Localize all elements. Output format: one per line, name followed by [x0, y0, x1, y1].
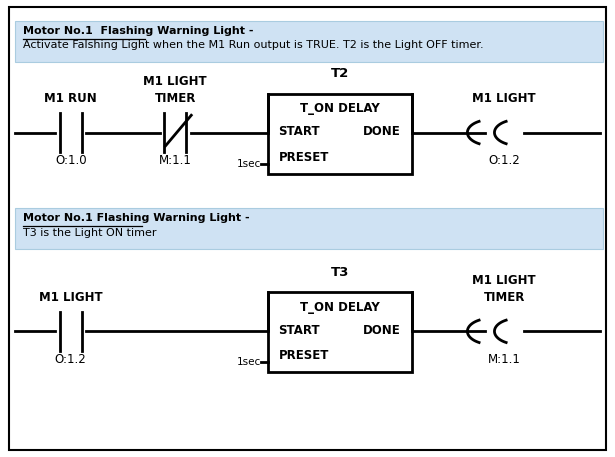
Text: T2: T2	[331, 67, 349, 80]
Text: M1 LIGHT: M1 LIGHT	[143, 75, 207, 88]
Text: T3 is the Light ON timer: T3 is the Light ON timer	[23, 228, 157, 238]
Bar	[15, 21, 603, 62]
Text: T3: T3	[331, 266, 349, 279]
Text: 1sec: 1sec	[237, 159, 261, 169]
Text: Motor No.1 Flashing Warning Light -: Motor No.1 Flashing Warning Light -	[23, 213, 250, 223]
Text: M:1.1: M:1.1	[159, 154, 192, 167]
Text: O:1.2: O:1.2	[55, 353, 87, 366]
Text: Activate Falshing Light when the M1 Run output is TRUE. T2 is the Light OFF time: Activate Falshing Light when the M1 Run …	[23, 40, 484, 50]
Text: T_ON DELAY: T_ON DELAY	[300, 301, 379, 314]
Text: Motor No.1  Flashing Warning Light -: Motor No.1 Flashing Warning Light -	[23, 26, 254, 36]
Bar	[268, 94, 412, 174]
Bar	[15, 208, 603, 249]
Text: T_ON DELAY: T_ON DELAY	[300, 102, 379, 115]
Text: PRESET: PRESET	[279, 151, 329, 164]
Text: TIMER: TIMER	[483, 291, 525, 304]
Text: PRESET: PRESET	[279, 350, 329, 362]
Text: O:1.0: O:1.0	[55, 154, 87, 167]
Text: M1 LIGHT: M1 LIGHT	[472, 92, 536, 105]
Bar	[268, 292, 412, 372]
Text: M1 LIGHT: M1 LIGHT	[472, 274, 536, 287]
Text: START: START	[279, 324, 320, 337]
Text: START: START	[279, 125, 320, 138]
Text: DONE: DONE	[363, 125, 401, 138]
Text: M1 LIGHT: M1 LIGHT	[39, 291, 103, 304]
Text: O:1.2: O:1.2	[488, 154, 520, 167]
Text: M1 RUN: M1 RUN	[44, 92, 97, 105]
Text: DONE: DONE	[363, 324, 401, 337]
Text: TIMER: TIMER	[154, 92, 196, 105]
Text: M:1.1: M:1.1	[488, 353, 521, 366]
Text: 1sec: 1sec	[237, 357, 261, 367]
